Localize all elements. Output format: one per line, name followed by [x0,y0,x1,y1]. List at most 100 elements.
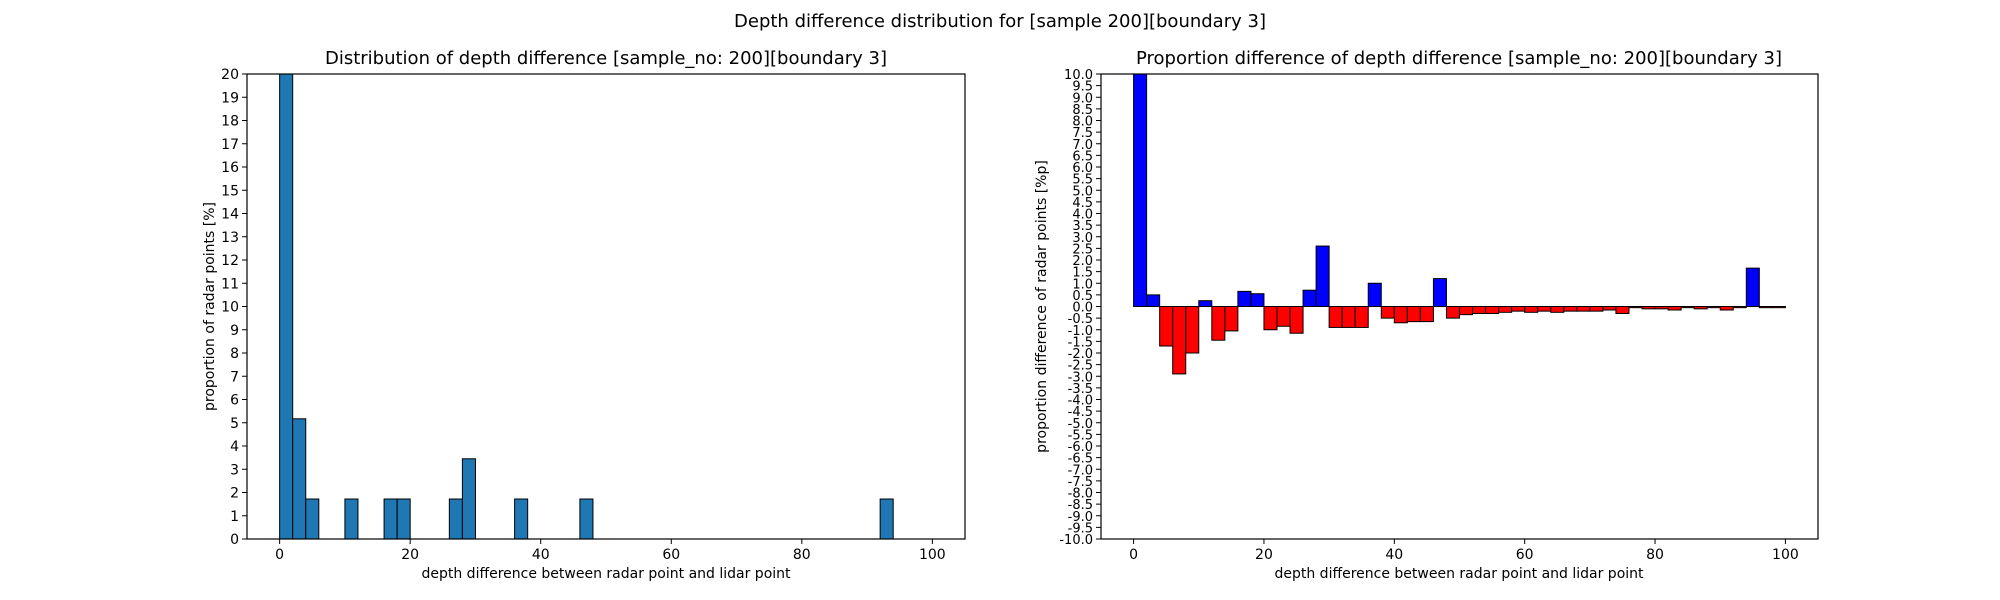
left-chart-x-tick-label: 60 [662,547,680,563]
right-chart-y-tick-label: -7.0 [1068,463,1093,478]
left-chart-y-tick-label: 10 [221,300,239,316]
left-chart-title: Distribution of depth difference [sample… [325,48,887,69]
right-chart-x-axis-label: depth difference between radar point and… [1274,566,1644,582]
right-chart-y-tick-label: -5.0 [1068,417,1093,432]
right-chart-title: Proportion difference of depth differenc… [1136,48,1782,69]
right-chart-y-tick-label: -9.5 [1068,521,1093,536]
right-chart-y-tick-label: 6.5 [1072,149,1093,164]
left-chart-y-tick-label: 18 [221,114,239,130]
left-chart-bar [305,498,320,540]
left-chart-y-tick-label: 4 [230,439,239,455]
right-chart-y-tick-label: -7.5 [1068,475,1093,490]
left-chart-y-tick-label: 14 [221,207,239,223]
right-chart-bars [1133,73,1786,375]
left-chart-y-tick-label: 15 [221,183,239,199]
right-chart-x-tick-label: 60 [1516,547,1534,563]
left-chart-frame [246,73,966,540]
right-chart-y-tick-label: 6.0 [1072,161,1093,176]
left-histogram-chart: Distribution of depth difference [sample… [202,48,966,582]
right-chart-bar [1302,289,1317,308]
right-chart-x-tick-label: 80 [1646,547,1664,563]
right-chart-bar [1432,278,1447,308]
right-chart-bar [1198,300,1213,307]
right-chart-bar [1758,306,1773,309]
right-chart-y-tick-label: -3.5 [1068,382,1093,397]
right-chart-bar [1706,306,1721,309]
right-chart-bar [1224,306,1239,332]
right-chart-bar [1628,306,1643,309]
right-chart-bar [1524,306,1539,313]
right-chart-bar [1472,306,1487,314]
left-chart-y-tick-label: 5 [230,416,239,432]
left-chart-bar [461,458,476,540]
right-chart-y-tick-label: -9.0 [1068,510,1093,525]
right-chart-x-tick-label: 100 [1772,547,1799,563]
right-chart-y-tick-label: 2.5 [1072,242,1093,257]
right-chart-bar [1133,73,1148,307]
right-chart-y-tick-label: 5.0 [1072,184,1093,199]
right-chart-y-tick-label: -3.0 [1068,370,1093,385]
right-chart-y-tick-label: -8.5 [1068,498,1093,513]
right-chart-bar [1328,306,1343,328]
right-chart-bar [1146,294,1161,307]
left-chart-bar [383,498,398,540]
left-chart-bar [292,418,307,540]
right-chart-bar [1511,306,1526,312]
left-chart-x-tick-label: 100 [919,547,946,563]
right-chart-bar [1576,306,1591,312]
right-chart-bar [1263,306,1278,331]
right-chart-y-tick-label: 9.5 [1072,80,1093,95]
left-chart-x-tick-label: 40 [532,547,550,563]
right-chart-bar [1380,306,1395,319]
right-chart-x-tick-label: 20 [1255,547,1273,563]
right-chart-bar [1615,306,1630,314]
right-chart-y-tick-label: 1.0 [1072,277,1093,292]
right-chart-bar [1445,306,1460,319]
right-chart-bar [1732,306,1747,309]
right-chart-y-tick-label: 3.5 [1072,219,1093,234]
figure-suptitle: Depth difference distribution for [sampl… [734,11,1266,32]
left-chart-y-tick-label: 20 [221,67,239,83]
right-difference-chart: Proportion difference of depth differenc… [1034,48,1819,582]
right-chart-x-tick-label: 0 [1129,547,1138,563]
right-chart-y-tick-label: -0.5 [1068,312,1093,327]
left-chart-y-tick-label: 13 [221,230,239,246]
right-chart-y-tick-label: -6.5 [1068,452,1093,467]
right-chart-bar [1250,293,1265,307]
right-chart-bar [1367,282,1382,307]
right-chart-y-tick-label: -8.0 [1068,487,1093,502]
right-chart-bar [1550,306,1565,313]
right-chart-bar [1654,306,1669,310]
right-chart-y-tick-label: -2.5 [1068,359,1093,374]
left-chart-bar [579,498,594,540]
right-chart-y-ticks: -10.0-9.5-9.0-8.5-8.0-7.5-7.0-6.5-6.0-5.… [1059,68,1101,548]
right-chart-bar [1419,306,1434,323]
right-chart-bar [1172,306,1187,375]
right-chart-y-tick-label: 10.0 [1064,68,1093,83]
left-chart-y-tick-label: 3 [230,462,239,478]
left-chart-bar [279,73,294,540]
right-chart-bar [1719,306,1734,311]
right-chart-y-tick-label: 2.0 [1072,254,1093,269]
left-chart-x-tick-label: 80 [793,547,811,563]
right-chart-bar [1602,306,1617,311]
left-chart-y-tick-label: 9 [230,323,239,339]
left-chart-bar [448,498,463,540]
right-chart-y-tick-label: -10.0 [1059,533,1093,548]
left-chart-bar [879,498,894,540]
right-chart-bar [1315,245,1330,308]
right-chart-bar [1211,306,1226,341]
right-chart-bar [1563,306,1578,312]
left-chart-y-axis-label: proportion of radar points [%] [202,202,218,411]
right-chart-bar [1589,306,1604,312]
left-chart-y-tick-label: 7 [230,369,239,385]
right-chart-y-tick-label: 4.0 [1072,208,1093,223]
right-chart-bar [1393,306,1408,324]
right-chart-y-tick-label: -5.5 [1068,428,1093,443]
left-chart-y-tick-label: 16 [221,160,239,176]
right-chart-bar [1667,306,1682,311]
right-chart-x-tick-label: 40 [1385,547,1403,563]
right-chart-bar [1680,306,1695,309]
right-chart-y-tick-label: 0.5 [1072,289,1093,304]
